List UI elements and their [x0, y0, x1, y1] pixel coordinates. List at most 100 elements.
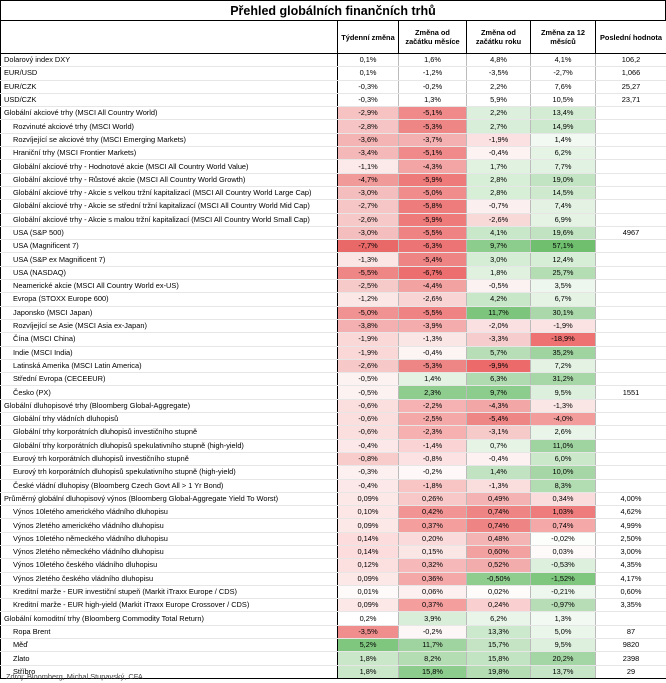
- cell-ytd-change: -3,1%: [466, 425, 531, 440]
- cell-12m-change: 13,4%: [530, 106, 596, 121]
- row-label: USA (S&P ex Magnificent 7): [0, 252, 338, 267]
- row-label: České vládní dluhopisy (Bloomberg Czech …: [0, 479, 338, 493]
- cell-last-value: [595, 133, 666, 148]
- table-row: Výnos 2letého amerického vládního dluhop…: [0, 518, 666, 533]
- cell-12m-change: 6,2%: [530, 146, 596, 161]
- row-label: USD/CZK: [0, 93, 338, 108]
- cell-12m-change: 6,0%: [530, 452, 596, 467]
- cell-ytd-change: -9,9%: [466, 359, 531, 374]
- market-overview-table: Týdenní změna Změna od začátku měsíce Zm…: [0, 20, 666, 679]
- cell-mtd-change: -0,2%: [398, 625, 467, 640]
- cell-last-value: [595, 611, 666, 626]
- row-label: Globální akciové trhy - Akcie se střední…: [0, 199, 338, 214]
- row-label: Kreditní marže - EUR high-yield (Markit …: [0, 598, 338, 613]
- row-label: Rozvíjející se Asie (MSCI Asia ex-Japan): [0, 319, 338, 334]
- table-header-row: Týdenní změna Změna od začátku měsíce Zm…: [0, 20, 666, 54]
- table-row: Čína (MSCI China) -1,9% -1,3% -3,3% -18,9%: [0, 332, 666, 347]
- cell-12m-change: -2,7%: [530, 66, 596, 81]
- table-row: Zlato 1,8% 8,2% 15,8% 20,2% 2398: [0, 651, 666, 666]
- row-label: USA (Magnificent 7): [0, 239, 338, 254]
- cell-mtd-change: 0,37%: [398, 518, 467, 533]
- cell-12m-change: -4,0%: [530, 412, 596, 427]
- row-label: Globální trhy vládních dluhopisů: [0, 412, 338, 427]
- cell-12m-change: 19,0%: [530, 173, 596, 187]
- cell-ytd-change: -3,3%: [466, 332, 531, 347]
- cell-weekly-change: -0,6%: [337, 398, 399, 414]
- row-label: Výnos 10letého českého vládního dluhopis…: [0, 558, 338, 573]
- cell-mtd-change: 11,7%: [398, 638, 467, 653]
- cell-weekly-change: -7,7%: [337, 239, 399, 254]
- row-label: Globální akciové trhy - Hodnotové akcie …: [0, 159, 338, 174]
- cell-mtd-change: -5,8%: [398, 199, 467, 214]
- cell-12m-change: 10,5%: [530, 93, 596, 108]
- table-row: Neamerické akcie (MSCI All Country World…: [0, 279, 666, 294]
- cell-last-value: [595, 479, 666, 493]
- cell-mtd-change: 1,4%: [398, 372, 467, 387]
- cell-weekly-change: -0,4%: [337, 439, 399, 453]
- cell-last-value: 4967: [595, 226, 666, 241]
- table-row: Indie (MSCI India) -1,9% -0,4% 5,7% 35,2%: [0, 346, 666, 360]
- cell-mtd-change: 1,6%: [398, 52, 467, 68]
- table-row: Česko (PX) -0,5% 2,3% 9,7% 9,5% 1551: [0, 385, 666, 400]
- cell-last-value: 87: [595, 625, 666, 640]
- cell-12m-change: 7,4%: [530, 199, 596, 214]
- cell-mtd-change: 8,2%: [398, 651, 467, 666]
- cell-weekly-change: 0,14%: [337, 545, 399, 560]
- cell-mtd-change: -5,5%: [398, 226, 467, 241]
- cell-12m-change: 25,7%: [530, 266, 596, 281]
- row-label: Indie (MSCI India): [0, 346, 338, 360]
- cell-last-value: [595, 266, 666, 281]
- row-label: Globální akciové trhy (MSCI All Country …: [0, 106, 338, 121]
- table-row: Výnos 10letého amerického vládního dluho…: [0, 505, 666, 520]
- cell-last-value: [595, 425, 666, 440]
- cell-mtd-change: -6,7%: [398, 266, 467, 281]
- cell-weekly-change: -0,3%: [337, 80, 399, 94]
- cell-weekly-change: -0,5%: [337, 372, 399, 387]
- cell-12m-change: 30,1%: [530, 306, 596, 320]
- cell-weekly-change: -5,5%: [337, 266, 399, 281]
- row-label: Rozvinuté akciové trhy (MSCI World): [0, 119, 338, 134]
- table-row: Stříbro 1,8% 15,8% 19,8% 13,7% 29: [0, 665, 666, 679]
- cell-ytd-change: 1,8%: [466, 266, 531, 281]
- cell-mtd-change: 0,15%: [398, 545, 467, 560]
- cell-12m-change: 3,5%: [530, 279, 596, 294]
- cell-ytd-change: 1,4%: [466, 465, 531, 480]
- cell-12m-change: -1,52%: [530, 572, 596, 586]
- cell-12m-change: 7,6%: [530, 80, 596, 94]
- cell-weekly-change: -0,6%: [337, 425, 399, 440]
- cell-last-value: 1,066: [595, 66, 666, 81]
- cell-mtd-change: 1,3%: [398, 93, 467, 108]
- cell-12m-change: 20,2%: [530, 651, 596, 666]
- header-mtd-change: Změna od začátku měsíce: [398, 20, 467, 54]
- table-row: Rozvinuté akciové trhy (MSCI World) -2,8%…: [0, 119, 666, 134]
- cell-weekly-change: 0,14%: [337, 532, 399, 546]
- cell-last-value: [595, 199, 666, 214]
- header-12m-change: Změna za 12 měsíců: [530, 20, 596, 54]
- cell-weekly-change: 0,09%: [337, 491, 399, 507]
- cell-weekly-change: 0,10%: [337, 505, 399, 520]
- cell-last-value: [595, 252, 666, 267]
- table-row: Globální trhy korporátních dluhopisů spe…: [0, 439, 666, 453]
- cell-ytd-change: 13,3%: [466, 625, 531, 640]
- cell-last-value: 2398: [595, 651, 666, 666]
- cell-ytd-change: 0,52%: [466, 558, 531, 573]
- cell-12m-change: 57,1%: [530, 239, 596, 254]
- cell-last-value: 4,35%: [595, 558, 666, 573]
- cell-weekly-change: -3,8%: [337, 319, 399, 334]
- cell-ytd-change: 5,9%: [466, 93, 531, 108]
- cell-mtd-change: -5,1%: [398, 106, 467, 121]
- table-row: USA (NASDAQ) -5,5% -6,7% 1,8% 25,7%: [0, 266, 666, 281]
- cell-ytd-change: 6,2%: [466, 611, 531, 626]
- cell-mtd-change: 0,32%: [398, 558, 467, 573]
- row-label: Globální trhy korporátních dluhopisů spe…: [0, 439, 338, 453]
- cell-last-value: [595, 292, 666, 307]
- cell-last-value: [595, 173, 666, 187]
- cell-ytd-change: 2,8%: [466, 186, 531, 201]
- cell-ytd-change: 0,24%: [466, 598, 531, 613]
- table-row: Výnos 10letého německého vládního dluhop…: [0, 532, 666, 546]
- cell-weekly-change: -1,9%: [337, 332, 399, 347]
- row-label: Výnos 2letého českého vládního dluhopisu: [0, 572, 338, 586]
- cell-ytd-change: -4,3%: [466, 398, 531, 414]
- cell-mtd-change: -1,4%: [398, 439, 467, 453]
- cell-12m-change: 12,4%: [530, 252, 596, 267]
